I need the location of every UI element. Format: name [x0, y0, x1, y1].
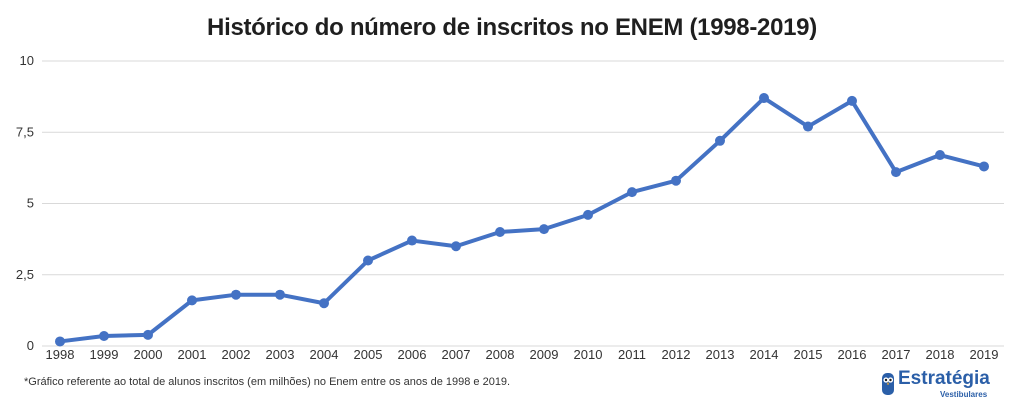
x-tick-label: 2001: [178, 347, 207, 362]
data-point: [55, 336, 65, 347]
data-point: [451, 241, 461, 252]
x-tick-label: 1998: [46, 347, 75, 362]
x-tick-label: 2010: [574, 347, 603, 362]
y-tick-label: 0: [27, 338, 34, 353]
owl-icon: [882, 373, 894, 395]
data-point: [187, 295, 197, 306]
x-tick-label: 2018: [926, 347, 955, 362]
data-point: [407, 235, 417, 246]
data-point: [935, 150, 945, 161]
series-line-path: [58, 96, 986, 344]
x-tick-label: 2006: [398, 347, 427, 362]
x-tick-label: 2014: [750, 347, 779, 362]
data-point: [363, 255, 373, 266]
gridlines: [42, 60, 1004, 347]
x-tick-label: 2016: [838, 347, 867, 362]
y-tick-label: 10: [20, 53, 34, 68]
series-line: [58, 96, 986, 344]
x-tick-label: 1999: [90, 347, 119, 362]
x-tick-label: 2000: [134, 347, 163, 362]
x-tick-label: 2007: [442, 347, 471, 362]
data-point: [759, 93, 769, 104]
data-point: [715, 135, 725, 146]
x-tick-label: 2002: [222, 347, 251, 362]
data-point: [275, 289, 285, 300]
y-tick-label: 7,5: [16, 124, 34, 139]
footnote: *Gráfico referente ao total de alunos in…: [24, 376, 511, 388]
x-tick-label: 2019: [970, 347, 999, 362]
data-point: [847, 95, 857, 106]
x-tick-label: 2005: [354, 347, 383, 362]
logo-name: Estratégia: [898, 368, 990, 389]
x-axis-ticks: 1998 1999 2000 2001 2002 2003 2004 2005 2006 2007…: [46, 347, 999, 362]
data-point: [143, 329, 153, 340]
x-tick-label: 2009: [530, 347, 559, 362]
data-point: [803, 121, 813, 132]
data-point: [495, 227, 505, 237]
chart-title: Histórico do número de inscritos no ENEM…: [207, 14, 817, 41]
data-point: [979, 161, 989, 172]
y-tick-label: 5: [27, 196, 34, 211]
x-tick-label: 2011: [618, 347, 646, 362]
data-point: [891, 167, 901, 178]
x-tick-label: 2003: [266, 347, 295, 362]
y-tick-label: 2,5: [16, 267, 34, 282]
data-point: [99, 331, 109, 342]
x-tick-label: 2012: [662, 347, 691, 362]
data-point: [671, 175, 681, 186]
x-tick-label: 2017: [882, 347, 911, 362]
x-tick-label: 2008: [486, 347, 515, 362]
x-tick-label: 2004: [310, 347, 339, 362]
data-point: [627, 187, 637, 198]
data-point: [319, 298, 329, 309]
x-tick-label: 2015: [794, 347, 823, 362]
estrategia-logo: Estratégia Vestibulares: [880, 366, 1020, 406]
logo-subtitle: Vestibulares: [940, 390, 988, 399]
data-point: [539, 224, 549, 235]
series-points: [55, 93, 989, 347]
y-axis-ticks: 0 2,5 5 7,5 10: [16, 53, 34, 353]
data-point: [583, 209, 593, 220]
data-point: [231, 289, 241, 300]
x-tick-label: 2013: [706, 347, 735, 362]
